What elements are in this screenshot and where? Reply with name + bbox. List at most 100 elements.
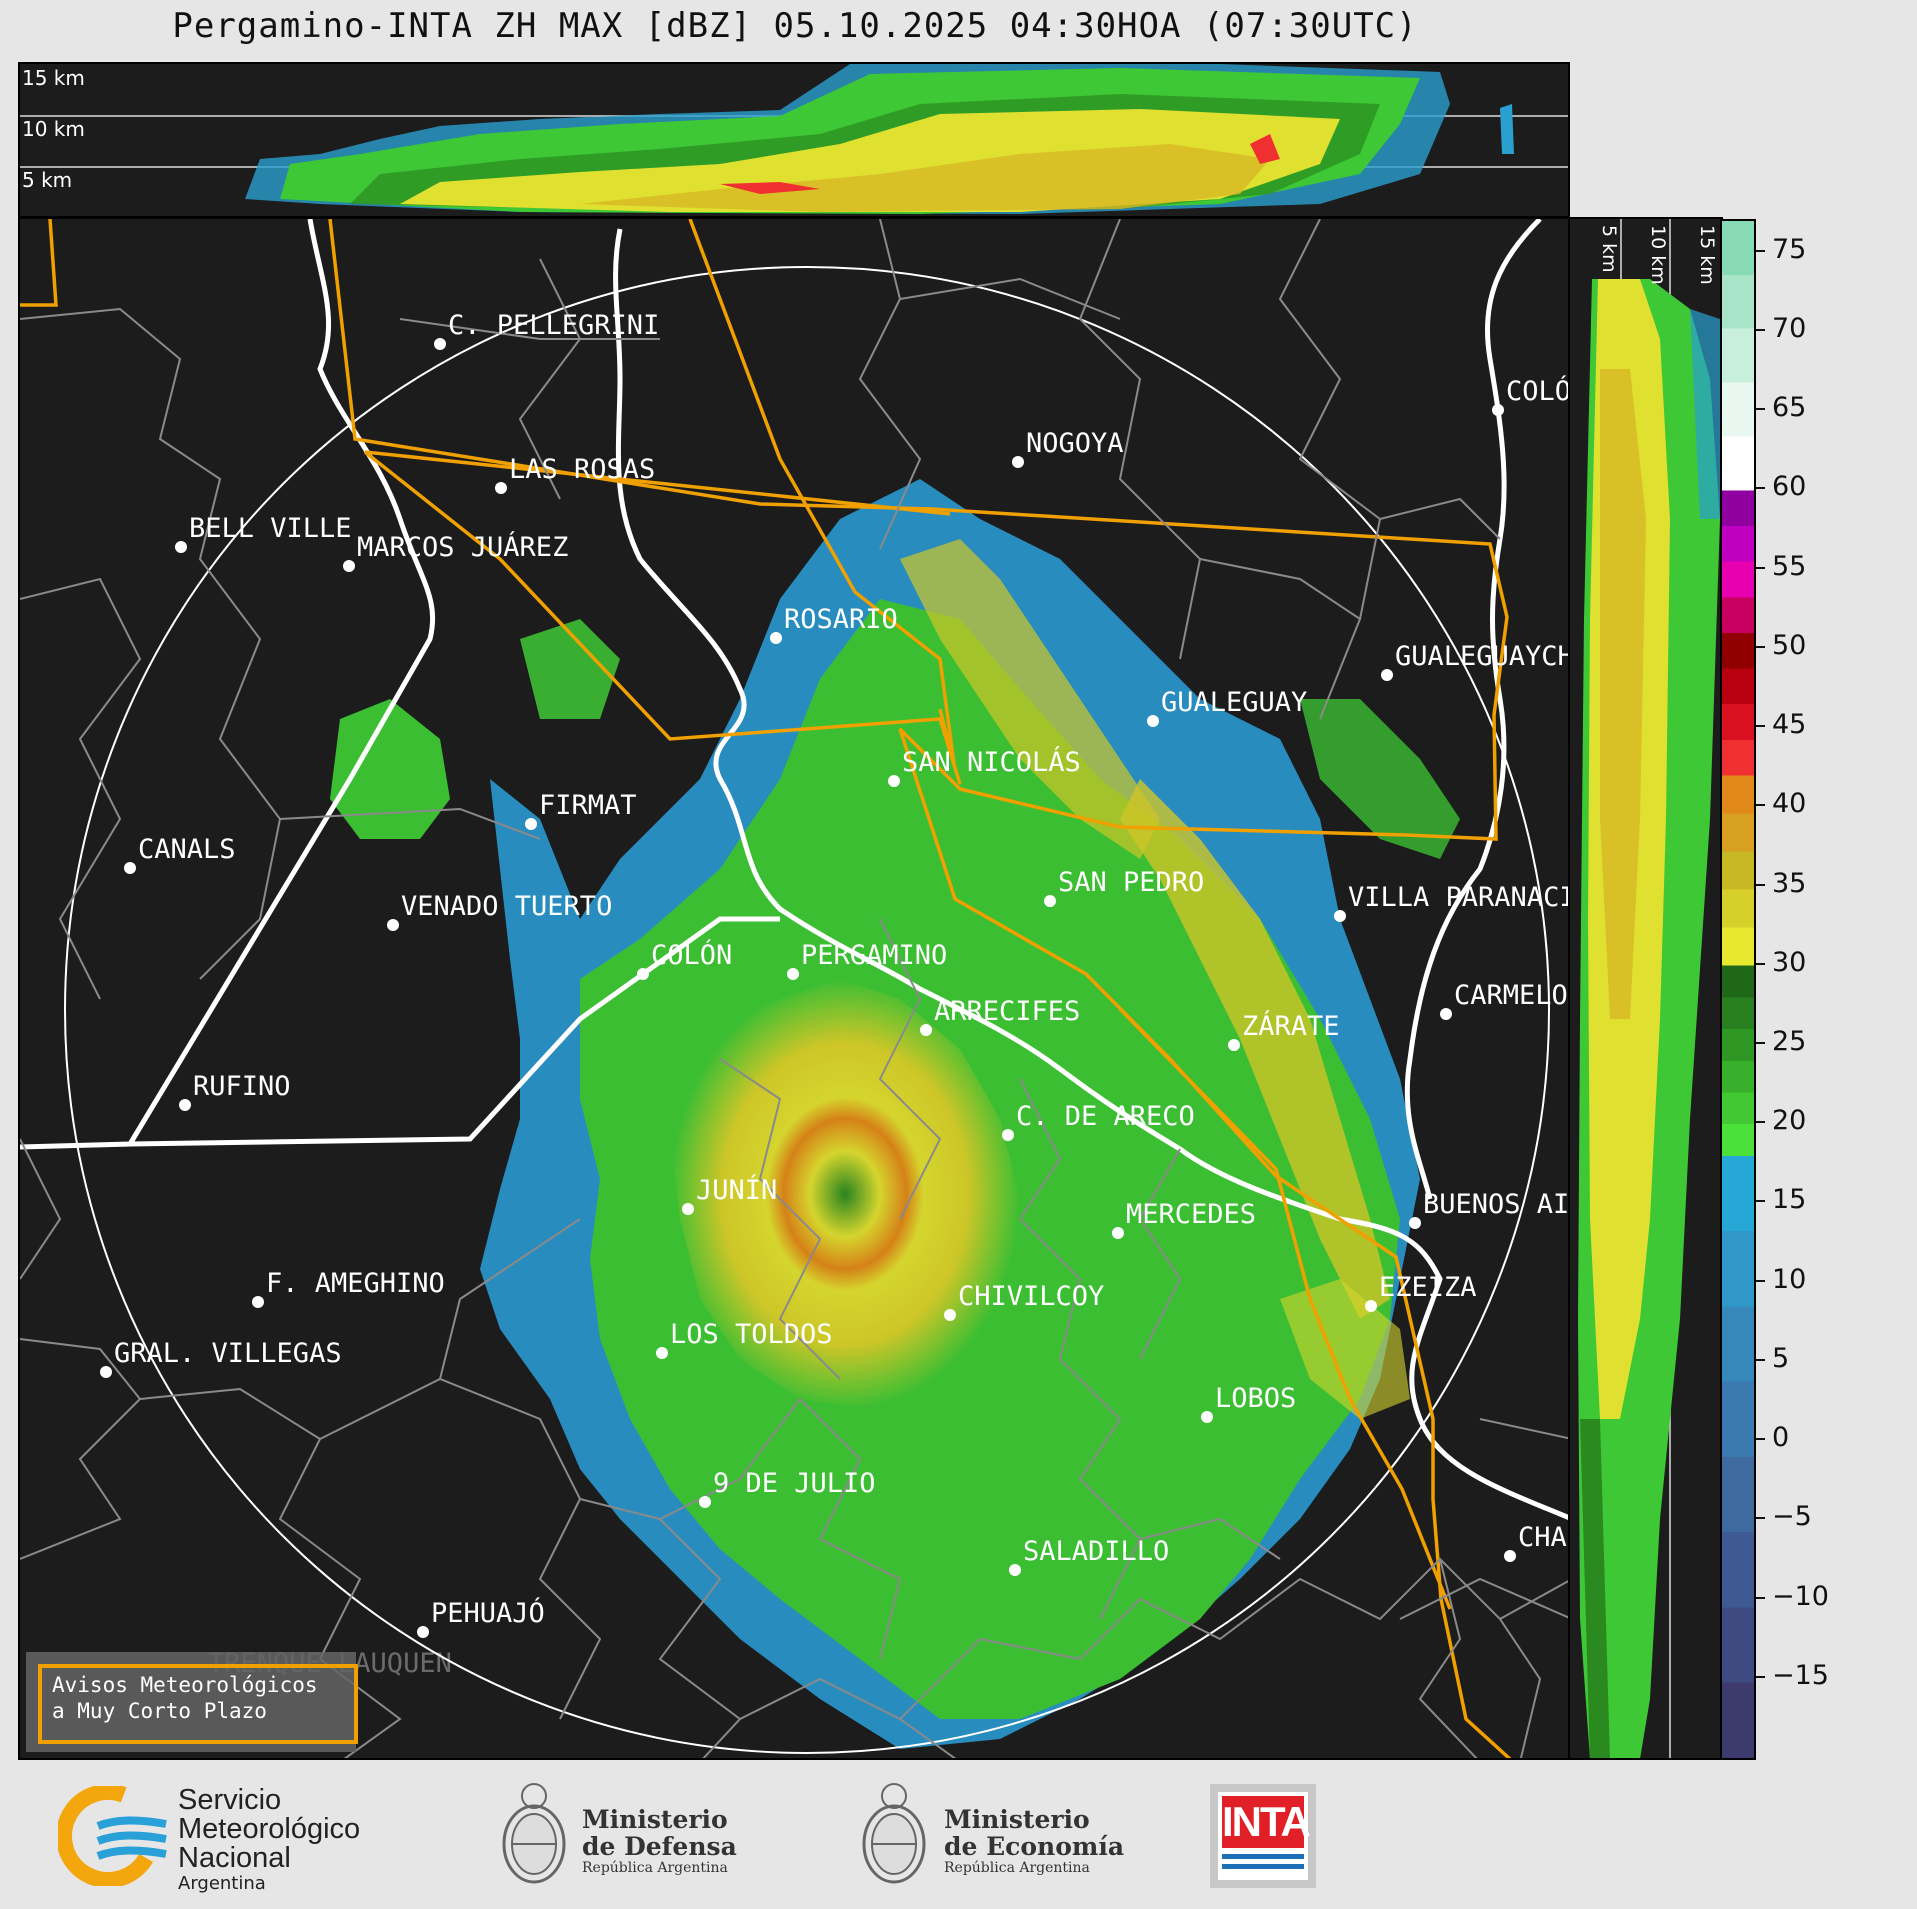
defensa-line-2: de Defensa: [582, 1832, 737, 1861]
city-dot: [252, 1296, 264, 1308]
colorbar-tick-label: 45: [1772, 709, 1807, 741]
city-label: ROSARIO: [784, 604, 898, 635]
side-height-label-5: 5 km: [1598, 225, 1620, 273]
city-dot: [1012, 456, 1024, 468]
city-label: CHIVILCOY: [958, 1281, 1104, 1312]
city-marker: LOS TOLDOS: [656, 1319, 833, 1359]
city-label: VILLA PARANACITO: [1348, 882, 1570, 913]
colorbar-tick: 20: [1755, 1105, 1807, 1137]
city-dot: [1228, 1039, 1240, 1051]
colorbar-tick: −5: [1756, 1501, 1812, 1532]
city-label: GUALEGUAY: [1161, 687, 1307, 718]
city-marker: CANALS: [124, 834, 236, 874]
smn-line-3: Nacional: [178, 1842, 291, 1874]
city-dot: [1009, 1564, 1021, 1576]
city-label: PEHUAJÓ: [431, 1597, 545, 1629]
colorbar-tick-label: 20: [1772, 1105, 1807, 1137]
city-label: F. AMEGHINO: [266, 1268, 445, 1299]
defensa-line-3: República Argentina: [582, 1860, 728, 1876]
city-marker: ROSARIO: [770, 604, 898, 644]
colorbar-tick-label: 75: [1772, 233, 1807, 265]
economia-line-1: Ministerio: [944, 1805, 1090, 1834]
city-dot: [1440, 1008, 1452, 1020]
city-dot: [525, 818, 537, 830]
city-label: PERGAMINO: [801, 940, 947, 971]
city-dot: [699, 1496, 711, 1508]
city-marker: GRAL. VILLEGAS: [100, 1338, 342, 1378]
city-marker: GUALEGUAY: [1147, 687, 1307, 727]
city-label: C. DE ARECO: [1016, 1101, 1195, 1132]
coat-of-arms-icon: [502, 1783, 566, 1884]
radar-echoes: [330, 479, 1460, 1749]
coat-of-arms-icon: [862, 1783, 926, 1884]
city-label: CHASCOMÚS: [1518, 1521, 1570, 1553]
colorbar-tick-label: 70: [1772, 312, 1807, 344]
city-dot: [944, 1309, 956, 1321]
city-dot: [1409, 1217, 1421, 1229]
colorbar-tick-label: 10: [1772, 1263, 1807, 1295]
city-layer: C. PELLEGRINI LAS ROSAS NOGOYA BELL VILLEMA…: [100, 310, 1570, 1679]
colorbar-tick: 0: [1755, 1422, 1789, 1453]
city-label: LOBOS: [1215, 1383, 1296, 1414]
city-label: SALADILLO: [1023, 1536, 1169, 1567]
city-label: VENADO TUERTO: [401, 891, 612, 922]
city-marker: CHASCOMÚS: [1504, 1521, 1570, 1562]
city-marker: RUFINO: [179, 1071, 291, 1111]
city-label: EZEIZA: [1379, 1272, 1477, 1303]
city-marker: PERGAMINO: [787, 940, 947, 980]
city-dot: [387, 919, 399, 931]
city-label: LAS ROSAS: [509, 454, 655, 485]
city-dot: [682, 1203, 694, 1215]
smn-line-4: Argentina: [178, 1873, 266, 1894]
colorbar-tick: 30: [1755, 946, 1807, 978]
city-dot: [920, 1024, 932, 1036]
city-label: SAN PEDRO: [1058, 867, 1204, 898]
city-dot: [1002, 1129, 1014, 1141]
colorbar-tick: 55: [1755, 551, 1806, 582]
colorbar-tick-label: 5: [1772, 1342, 1790, 1374]
city-dot: [175, 541, 187, 553]
warning-box-frame: Avisos Meteorológicos a Muy Corto Plazo: [38, 1664, 358, 1744]
city-dot: [1381, 669, 1393, 681]
city-marker: FIRMAT: [525, 790, 637, 830]
warning-box: Avisos Meteorológicos a Muy Corto Plazo: [26, 1652, 358, 1752]
city-dot: [1044, 895, 1056, 907]
city-dot: [124, 862, 136, 874]
city-marker: COLÓN: [1492, 375, 1568, 416]
city-dot: [1201, 1411, 1213, 1423]
city-label: BUENOS AIRES: [1423, 1189, 1570, 1220]
city-dot: [179, 1099, 191, 1111]
colorbar-tick-label: 50: [1772, 629, 1807, 661]
city-label: COLÓN: [651, 939, 732, 971]
city-marker: C. PELLEGRINI: [434, 310, 659, 350]
city-label: SAN NICOLÁS: [902, 746, 1081, 778]
colorbar-tick-label: 30: [1772, 946, 1807, 978]
city-marker: MARCOS JUÁREZ: [343, 531, 568, 572]
city-dot: [787, 968, 799, 980]
smn-logo: Servicio Meteorológico Nacional Argentin…: [58, 1778, 398, 1898]
colorbar-tick: 50: [1755, 629, 1807, 661]
city-dot: [770, 632, 782, 644]
city-label: CARMELO: [1454, 980, 1568, 1011]
radar-map: C. PELLEGRINI LAS ROSAS NOGOYA BELL VILLE MA…: [18, 217, 1570, 1760]
city-label: ZÁRATE: [1242, 1010, 1340, 1042]
city-marker: COLÓN: [637, 939, 732, 980]
city-marker: VILLA PARANACITO: [1334, 882, 1570, 922]
city-marker: VENADO TUERTO: [387, 891, 612, 931]
city-label: CANALS: [138, 834, 236, 865]
economia-line-2: de Economía: [944, 1832, 1125, 1861]
side-height-profile: 5 km 10 km 15 km: [1568, 217, 1723, 1760]
warning-line-1: Avisos Meteorológicos: [52, 1673, 318, 1697]
city-label: JUNÍN: [696, 1174, 777, 1206]
city-marker: SAN PEDRO: [1044, 867, 1204, 907]
city-dot: [343, 560, 355, 572]
city-label: MERCEDES: [1126, 1199, 1256, 1230]
city-marker: CARMELO: [1440, 980, 1568, 1020]
top-height-label-15: 15 km: [22, 66, 85, 90]
top-height-label-10: 10 km: [22, 117, 85, 141]
colorbar-tick: 65: [1755, 392, 1806, 423]
city-dot: [1112, 1227, 1124, 1239]
colorbar-tick: 70: [1755, 312, 1807, 344]
city-marker: ARRECIFES: [920, 996, 1080, 1036]
side-height-label-15: 15 km: [1696, 225, 1718, 285]
